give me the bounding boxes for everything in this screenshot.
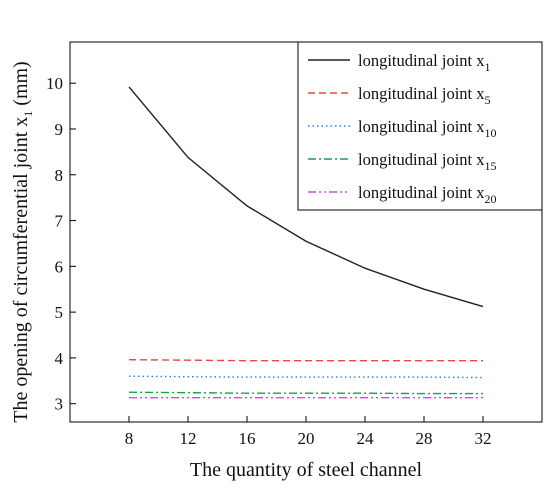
y-tick-label: 4 (55, 349, 64, 368)
legend-label-subscript: 10 (485, 126, 497, 140)
y-tick-label: 5 (55, 303, 64, 322)
legend-label-text: longitudinal joint x (358, 84, 485, 103)
y-tick-label: 9 (55, 120, 64, 139)
legend-label-text: longitudinal joint x (358, 183, 485, 202)
x-tick-label: 28 (416, 429, 433, 448)
series-group (128, 86, 484, 399)
x-tick-label: 32 (475, 429, 492, 448)
y-tick-label: 10 (46, 74, 63, 93)
x-tick-label: 20 (298, 429, 315, 448)
legend-label-subscript: 15 (485, 159, 497, 173)
series-line-2 (128, 359, 483, 362)
legend-label-text: longitudinal joint x (358, 117, 485, 136)
legend-label-1: longitudinal joint x1 (358, 51, 491, 74)
x-tick-label: 8 (125, 429, 134, 448)
legend-box (297, 41, 543, 211)
legend-label-subscript: 5 (485, 93, 491, 107)
legend-label-4: longitudinal joint x15 (358, 150, 497, 173)
y-axis-title-subscript: 1 (21, 111, 35, 117)
y-tick-label: 3 (55, 395, 64, 414)
series-line-3 (128, 375, 484, 379)
axis-ticks: 8 12 16 20 24 28 32 3 4 5 6 7 8 9 10 (46, 74, 492, 448)
x-axis-title: The quantity of steel channel (190, 459, 423, 481)
legend-label-subscript: 20 (485, 192, 497, 206)
y-tick-label: 7 (55, 212, 64, 231)
x-tick-label: 12 (180, 429, 197, 448)
legend-label-3: longitudinal joint x10 (358, 117, 497, 140)
legend-label-text: longitudinal joint x (358, 51, 485, 70)
y-tick-label: 8 (55, 166, 64, 185)
legend-label-text: longitudinal joint x (358, 150, 485, 169)
series-line-1 (128, 86, 484, 308)
y-axis-title: The opening of circumferential joint x1 … (10, 61, 35, 422)
legend-label-2: longitudinal joint x5 (358, 84, 491, 107)
x-tick-label: 16 (239, 429, 256, 448)
y-axis-title-unit: (mm) (10, 61, 32, 110)
legend-label-5: longitudinal joint x20 (358, 183, 497, 206)
series-line-4 (128, 391, 483, 395)
legend-label-subscript: 1 (485, 60, 491, 74)
y-axis-title-main: The opening of circumferential joint x (10, 117, 32, 423)
x-tick-label: 24 (357, 429, 375, 448)
y-tick-label: 6 (55, 257, 64, 276)
